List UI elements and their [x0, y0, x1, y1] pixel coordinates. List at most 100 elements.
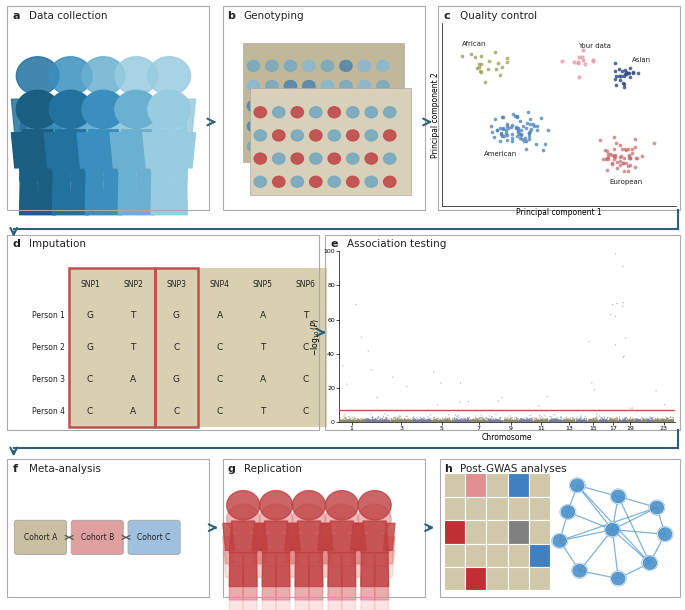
Point: [452, 417, 463, 426]
Point: [355, 417, 366, 426]
Point: [442, 416, 453, 426]
Point: [517, 417, 528, 427]
Point: [665, 417, 676, 426]
Point: [453, 417, 464, 427]
Point: [374, 416, 385, 426]
Point: [577, 417, 588, 427]
Point: [636, 416, 647, 426]
Point: [658, 417, 669, 427]
Point: [658, 415, 669, 425]
Point: [475, 417, 486, 427]
Point: [646, 417, 657, 426]
Point: [412, 417, 423, 426]
Point: [592, 417, 603, 426]
Point: [492, 417, 503, 426]
Point: [594, 417, 605, 426]
Point: [347, 416, 358, 426]
Point: [348, 415, 359, 425]
Point: [619, 417, 630, 427]
Point: [340, 417, 351, 427]
Point: [534, 415, 545, 425]
Bar: [438, 6, 680, 210]
Circle shape: [552, 534, 567, 548]
Point: [430, 416, 441, 426]
Point: [597, 417, 608, 426]
Point: [534, 417, 545, 426]
Point: [655, 417, 666, 427]
Point: [645, 417, 656, 427]
Point: [654, 417, 665, 427]
Point: [599, 417, 610, 427]
Point: [561, 416, 572, 426]
Point: [634, 415, 645, 425]
Point: [519, 417, 530, 427]
Point: [463, 417, 474, 426]
Point: [616, 417, 627, 426]
Point: [612, 416, 623, 426]
Point: [338, 417, 349, 427]
Point: [490, 63, 501, 73]
Point: [634, 417, 645, 426]
Point: [571, 417, 582, 427]
Point: [468, 417, 479, 427]
Point: [575, 417, 586, 426]
Point: [451, 417, 462, 426]
Point: [568, 417, 579, 426]
Point: [578, 45, 589, 54]
Point: [467, 416, 478, 426]
Point: [620, 415, 631, 425]
Point: [599, 412, 610, 422]
Point: [452, 417, 463, 426]
Point: [565, 417, 576, 426]
Point: [460, 414, 471, 424]
Point: [626, 415, 637, 425]
Point: [627, 416, 638, 426]
Point: [447, 417, 458, 427]
Point: [495, 417, 506, 426]
Point: [503, 416, 514, 426]
Point: [532, 415, 543, 425]
Point: [337, 417, 348, 426]
Point: [437, 414, 448, 423]
Point: [533, 417, 544, 426]
Point: [525, 417, 536, 427]
Point: [579, 417, 590, 426]
Point: [604, 417, 615, 426]
Point: [471, 415, 482, 425]
Point: [638, 416, 649, 426]
Point: [606, 417, 617, 426]
Point: [370, 417, 381, 426]
Point: [403, 416, 414, 426]
Point: [371, 415, 382, 425]
Point: [389, 413, 400, 423]
Point: [485, 417, 496, 427]
Point: [612, 157, 623, 167]
Point: [587, 416, 598, 426]
Polygon shape: [181, 99, 195, 134]
Point: [441, 416, 452, 426]
Point: [373, 416, 384, 426]
Point: [550, 416, 561, 426]
Point: [632, 417, 643, 426]
Point: [631, 416, 642, 426]
Point: [614, 417, 625, 426]
Point: [637, 414, 648, 424]
Point: [607, 417, 618, 426]
Point: [360, 417, 371, 427]
Point: [396, 416, 407, 426]
Point: [401, 412, 412, 422]
Point: [497, 416, 508, 426]
Point: [398, 417, 409, 427]
Point: [443, 417, 453, 426]
Point: [540, 416, 551, 426]
Point: [662, 417, 673, 427]
Point: [430, 417, 441, 426]
Text: A: A: [130, 375, 136, 384]
Point: [521, 144, 532, 154]
Point: [349, 417, 360, 427]
Point: [595, 416, 606, 426]
Point: [345, 416, 356, 426]
Point: [668, 413, 679, 423]
Circle shape: [273, 107, 285, 118]
Point: [643, 417, 653, 427]
